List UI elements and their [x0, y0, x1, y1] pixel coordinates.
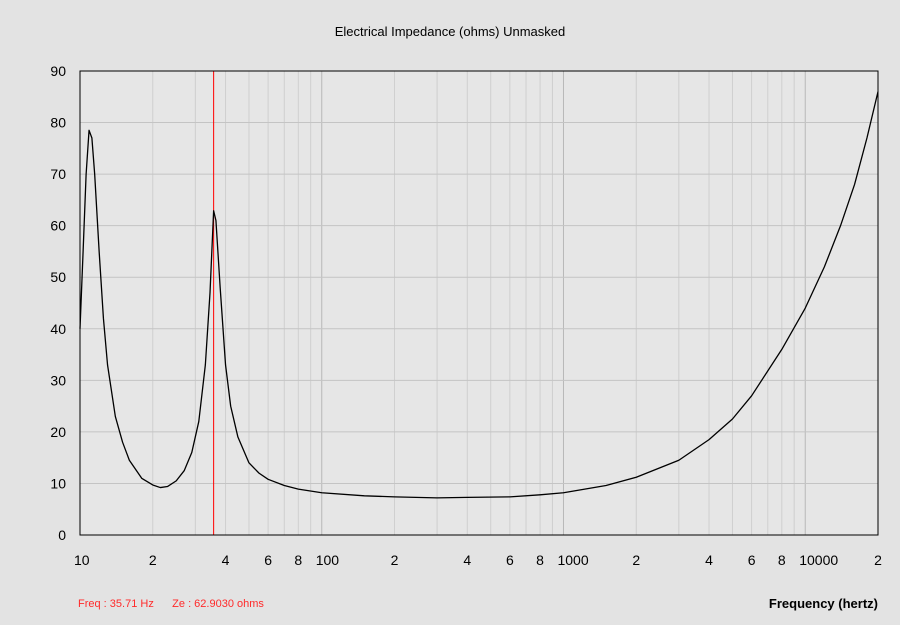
x-tick-label: 6: [506, 552, 514, 568]
plot-area[interactable]: [80, 71, 878, 535]
y-tick-label: 70: [50, 166, 66, 182]
x-tick-label: 4: [463, 552, 471, 568]
x-tick-label: 8: [536, 552, 544, 568]
x-axis-ticks: 10 2 4 6 8 100 2 4 6 8 1000 2 4 6 8 10000 2: [74, 552, 882, 568]
x-tick-label: 6: [748, 552, 756, 568]
y-tick-label: 30: [50, 372, 66, 388]
y-tick-label: 40: [50, 321, 66, 337]
x-tick-label: 100: [316, 552, 340, 568]
y-tick-label: 20: [50, 424, 66, 440]
y-tick-label: 10: [50, 475, 66, 491]
readout-frequency: Freq : 35.71 Hz: [78, 598, 154, 610]
x-tick-label: 10000: [799, 552, 838, 568]
x-tick-label: 4: [222, 552, 230, 568]
y-tick-label: 80: [50, 115, 66, 131]
chart-title: Electrical Impedance (ohms) Unmasked: [334, 24, 566, 39]
x-tick-label: 2: [149, 552, 157, 568]
horizontal-gridlines: [80, 70, 878, 536]
y-tick-label: 60: [50, 218, 66, 234]
x-tick-label: 2: [632, 552, 640, 568]
x-tick-label: 6: [264, 552, 272, 568]
x-tick-label: 10: [74, 552, 90, 568]
x-tick-label: 8: [778, 552, 786, 568]
x-axis-label: Frequency (hertz): [768, 596, 878, 611]
readout-impedance: Ze : 62.9030 ohms: [172, 598, 264, 610]
y-tick-label: 0: [58, 527, 66, 543]
impedance-curve: [79, 91, 879, 499]
plot-frame: [79, 70, 879, 536]
x-tick-label: 8: [294, 552, 302, 568]
x-tick-label: 1000: [557, 552, 588, 568]
vertical-gridlines: [79, 71, 879, 535]
x-tick-label: 2: [874, 552, 882, 568]
x-tick-label: 4: [705, 552, 713, 568]
cursor-readout: Freq : 35.71 Hz Ze : 62.9030 ohms: [78, 598, 264, 610]
x-tick-label: 2: [391, 552, 399, 568]
y-axis-ticks: 0 10 20 30 40 50 60 70 80 90: [50, 63, 66, 543]
y-tick-label: 90: [50, 63, 66, 79]
y-tick-label: 50: [50, 269, 66, 285]
readout-spacer: [154, 598, 172, 610]
